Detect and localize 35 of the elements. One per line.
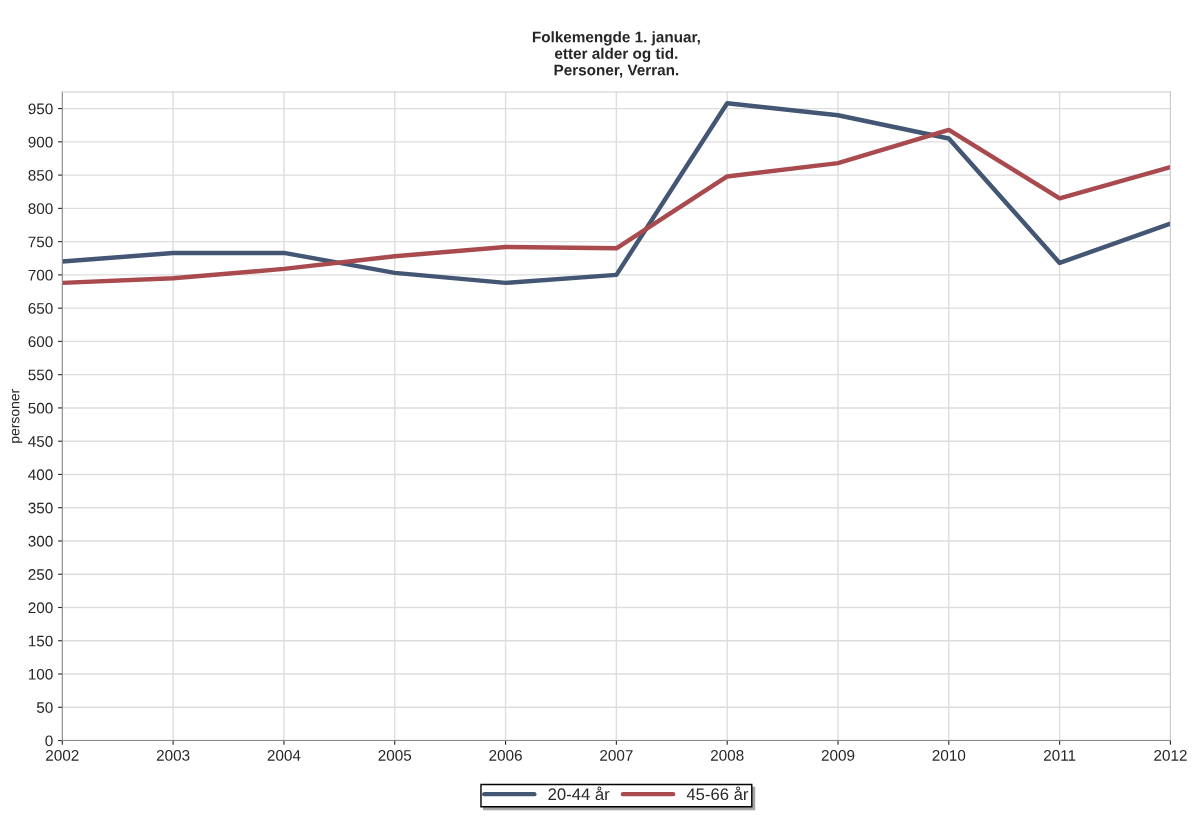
y-tick-label: 100 (28, 668, 53, 680)
y-tick-label: 650 (28, 303, 53, 314)
y-tick-label: 300 (28, 535, 53, 547)
x-tick-label: 2005 (378, 749, 412, 761)
legend-label: 45-66 år (686, 786, 749, 801)
x-tick-label: 2012 (1154, 749, 1187, 761)
y-tick-label: 150 (28, 635, 53, 647)
chart-title: Folkemengde 1. januar, etter alder og tid. Personer, Verran. (532, 31, 700, 78)
y-tick-label: 450 (28, 436, 53, 447)
y-axis-title: personer (11, 389, 23, 443)
y-tick-label: 400 (28, 469, 53, 481)
y-tick-label: 800 (28, 203, 53, 215)
y-tick-label: 600 (28, 336, 53, 348)
x-tick-label: 2011 (1043, 749, 1076, 761)
y-tick-label: 50 (36, 702, 53, 713)
y-tick-label: 0 (45, 735, 53, 747)
x-tick-label: 2007 (600, 749, 633, 761)
x-tick-label: 2004 (267, 749, 301, 761)
y-tick-label: 500 (28, 402, 53, 414)
y-tick-label: 200 (28, 602, 53, 614)
y-tick-label: 900 (28, 136, 53, 148)
x-tick-label: 2010 (932, 749, 966, 761)
x-tick-label: 2008 (710, 749, 744, 761)
x-tick-label: 2009 (821, 749, 855, 761)
x-tick-label: 2002 (46, 749, 79, 761)
y-tick-label: 850 (28, 169, 53, 181)
legend-label: 20-44 år (548, 786, 610, 801)
y-tick-label: 250 (28, 569, 53, 580)
x-tick-label: 2003 (156, 749, 190, 761)
y-tick-label: 550 (28, 369, 53, 381)
y-tick-label: 700 (28, 269, 53, 281)
x-tick-label: 2006 (489, 749, 522, 761)
y-tick-label: 950 (28, 103, 53, 115)
y-tick-label: 750 (28, 236, 53, 248)
y-tick-label: 350 (28, 502, 53, 514)
